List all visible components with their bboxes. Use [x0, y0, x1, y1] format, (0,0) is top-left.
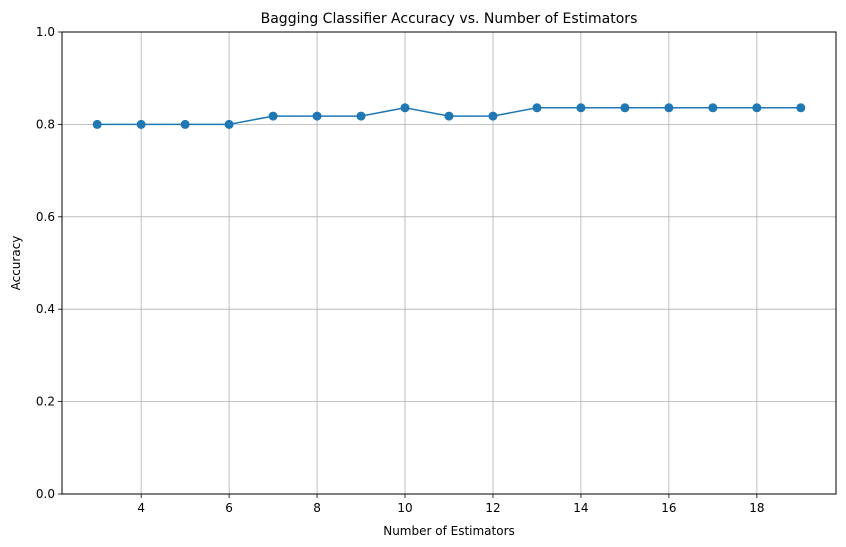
grid	[62, 31, 836, 495]
data-point	[136, 119, 146, 129]
data-point	[312, 111, 322, 121]
data-point	[268, 111, 278, 121]
x-tick-label: 12	[485, 501, 500, 515]
data-point	[576, 103, 586, 113]
data-point	[180, 119, 190, 129]
data-point	[796, 103, 806, 113]
y-axis-label: Accuracy	[9, 236, 23, 291]
series-layer	[92, 103, 806, 129]
data-point	[488, 111, 498, 121]
x-tick-label: 10	[397, 501, 412, 515]
x-tick-label: 16	[661, 501, 676, 515]
x-tick-label: 4	[137, 501, 145, 515]
x-tick-label: 14	[573, 501, 588, 515]
y-tick-label: 0.8	[36, 117, 55, 131]
x-axis-label: Number of Estimators	[383, 524, 515, 538]
plot-frame	[61, 31, 837, 495]
data-point	[708, 103, 718, 113]
x-tick-label: 8	[313, 501, 321, 515]
y-tick-label: 0.2	[36, 395, 55, 409]
y-tick-label: 0.0	[36, 487, 55, 501]
y-tick-label: 0.4	[36, 302, 55, 316]
data-point	[752, 103, 762, 113]
data-point	[92, 119, 102, 129]
x-tick-label: 6	[225, 501, 233, 515]
data-point	[400, 103, 410, 113]
data-point	[444, 111, 454, 121]
ticks: 4 6 8 10 12 14 16 18 0.0 0.2 0.4 0.6 0.8 1.0	[36, 25, 765, 515]
data-point	[224, 119, 234, 129]
chart-title: Bagging Classifier Accuracy vs. Number o…	[261, 11, 638, 27]
data-point	[356, 111, 366, 121]
data-point	[532, 103, 542, 113]
data-point	[620, 103, 630, 113]
x-tick-label: 18	[749, 501, 764, 515]
y-tick-label: 1.0	[36, 25, 55, 39]
y-tick-label: 0.6	[36, 210, 55, 224]
data-point	[664, 103, 674, 113]
